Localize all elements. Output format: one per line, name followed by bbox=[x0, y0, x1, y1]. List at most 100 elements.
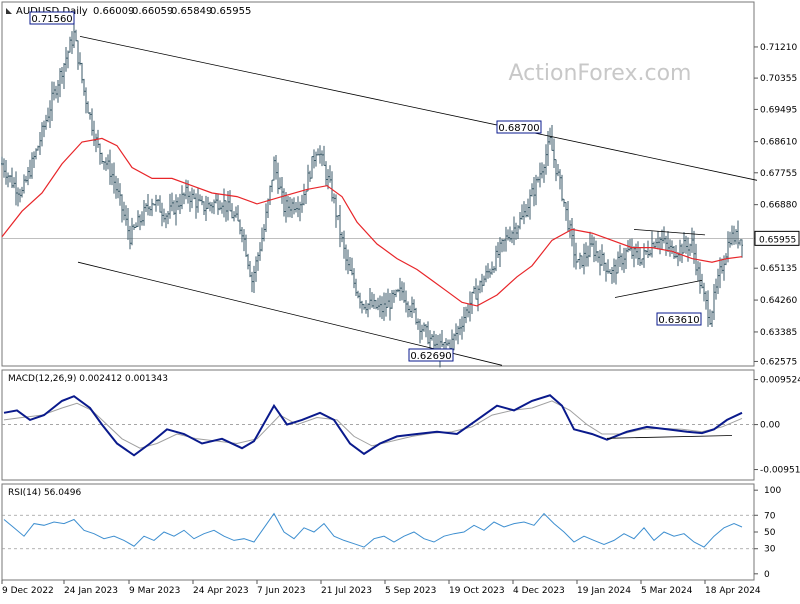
ohlc-bar bbox=[569, 220, 571, 238]
ohlc-bar bbox=[23, 174, 25, 194]
ohlc-bar bbox=[633, 246, 635, 268]
ohlc-bar bbox=[477, 285, 479, 312]
ohlc-bar bbox=[431, 334, 433, 341]
ohlc-bar bbox=[591, 234, 593, 247]
current-price-label: 0.65955 bbox=[759, 235, 796, 245]
ohlc-bar bbox=[75, 29, 77, 42]
ohlc-bar bbox=[133, 224, 135, 231]
ohlc-bar bbox=[131, 217, 133, 246]
ohlc-bar bbox=[369, 288, 371, 310]
ohlc-bar bbox=[215, 193, 217, 204]
ohlc-bar bbox=[129, 225, 131, 250]
date-tick-label: 19 Jan 2024 bbox=[577, 586, 631, 596]
ohlc-bar bbox=[733, 225, 735, 245]
ohlc-bar bbox=[503, 239, 505, 252]
ohlc-bar bbox=[545, 144, 547, 175]
ohlc-bar bbox=[615, 259, 617, 285]
ohlc-bar bbox=[597, 250, 599, 263]
ohlc-bar bbox=[273, 156, 275, 181]
ohlc-bar bbox=[405, 290, 407, 313]
ohlc-bar bbox=[737, 220, 739, 249]
ohlc-bar bbox=[427, 321, 429, 345]
ohlc-bar bbox=[323, 145, 325, 166]
ohlc-bar bbox=[521, 204, 523, 220]
ohlc-bar bbox=[623, 247, 625, 273]
ohlc-bar bbox=[297, 196, 299, 218]
date-tick-label: 18 Apr 2024 bbox=[705, 586, 761, 596]
ohlc-bar bbox=[261, 227, 263, 252]
ohlc-bar bbox=[563, 198, 565, 207]
ohlc-bar bbox=[637, 241, 639, 265]
ohlc-bar bbox=[175, 194, 177, 226]
ohlc-bar bbox=[241, 226, 243, 243]
ohlc-bar bbox=[287, 195, 289, 218]
ohlc-bar bbox=[259, 242, 261, 261]
ohlc-bar bbox=[499, 237, 501, 268]
ohlc-bar bbox=[143, 199, 145, 226]
ohlc-bar bbox=[529, 189, 531, 220]
ohlc-bar bbox=[99, 143, 101, 165]
ohlc-bar bbox=[359, 292, 361, 309]
ohlc-bar bbox=[9, 175, 11, 183]
ohlc-bar bbox=[367, 303, 369, 318]
ohlc-bar bbox=[265, 203, 267, 233]
ohlc-bar bbox=[63, 63, 65, 89]
ohlc-bar bbox=[417, 318, 419, 330]
ohlc-bar bbox=[631, 238, 633, 259]
ohlc-low: 0.65849 bbox=[171, 6, 212, 17]
ohlc-bar bbox=[179, 193, 181, 214]
ohlc-bar bbox=[653, 241, 655, 249]
ohlc-bar bbox=[157, 198, 159, 206]
ohlc-bar bbox=[683, 232, 685, 254]
price-annotation: 0.68700 bbox=[496, 120, 542, 134]
ohlc-bar bbox=[669, 239, 671, 257]
ohlc-bar bbox=[523, 201, 525, 225]
ohlc-bar bbox=[235, 206, 237, 218]
ohlc-bar bbox=[701, 273, 703, 289]
collapse-icon[interactable] bbox=[6, 8, 12, 14]
ohlc-bar bbox=[379, 295, 381, 318]
annotation-label: 0.62690 bbox=[410, 351, 451, 362]
ohlc-bar bbox=[443, 342, 445, 349]
channel-lower-line bbox=[77, 261, 503, 366]
date-tick-label: 5 Sep 2023 bbox=[385, 586, 436, 596]
annotation-label: 0.71560 bbox=[31, 14, 72, 25]
ohlc-bar bbox=[217, 193, 219, 215]
ohlc-bar bbox=[289, 197, 291, 218]
ohlc-bar bbox=[79, 52, 81, 66]
ohlc-bar bbox=[709, 309, 711, 326]
watermark: ActionForex.com bbox=[509, 61, 692, 86]
ohlc-bar bbox=[461, 316, 463, 340]
ohlc-bar bbox=[399, 277, 401, 301]
ohlc-bar bbox=[349, 257, 351, 271]
ohlc-bar bbox=[583, 243, 585, 275]
ohlc-bar bbox=[381, 296, 383, 319]
ohlc-bar bbox=[525, 204, 527, 218]
ohlc-bar bbox=[483, 275, 485, 286]
ohlc-bar bbox=[409, 305, 411, 317]
ohlc-bar bbox=[251, 271, 253, 293]
ohlc-bar bbox=[475, 278, 477, 300]
ohlc-bar bbox=[565, 202, 567, 221]
ohlc-bar bbox=[539, 162, 541, 188]
macd-tick-label: 0.00 bbox=[760, 421, 780, 431]
ohlc-bar bbox=[7, 172, 9, 188]
channel-upper-line bbox=[79, 36, 758, 181]
ohlc-bar bbox=[687, 237, 689, 262]
ohlc-bar bbox=[681, 243, 683, 264]
ohlc-bar bbox=[479, 280, 481, 294]
ohlc-bar bbox=[491, 261, 493, 275]
ohlc-bar bbox=[167, 210, 169, 225]
ohlc-bar bbox=[489, 268, 491, 278]
ohlc-bar bbox=[363, 303, 365, 310]
rsi-layer bbox=[2, 512, 754, 550]
ohlc-bar bbox=[455, 323, 457, 341]
ohlc-bar bbox=[441, 330, 443, 347]
price-tick-label: 0.70355 bbox=[760, 74, 797, 84]
ohlc-bar bbox=[543, 164, 545, 183]
ohlc-bar bbox=[353, 268, 355, 289]
ohlc-bar bbox=[463, 307, 465, 332]
ohlc-bar bbox=[473, 286, 475, 294]
ohlc-bar bbox=[203, 201, 205, 216]
macd-title: MACD(12,26,9) 0.002412 0.001343 bbox=[8, 374, 168, 384]
